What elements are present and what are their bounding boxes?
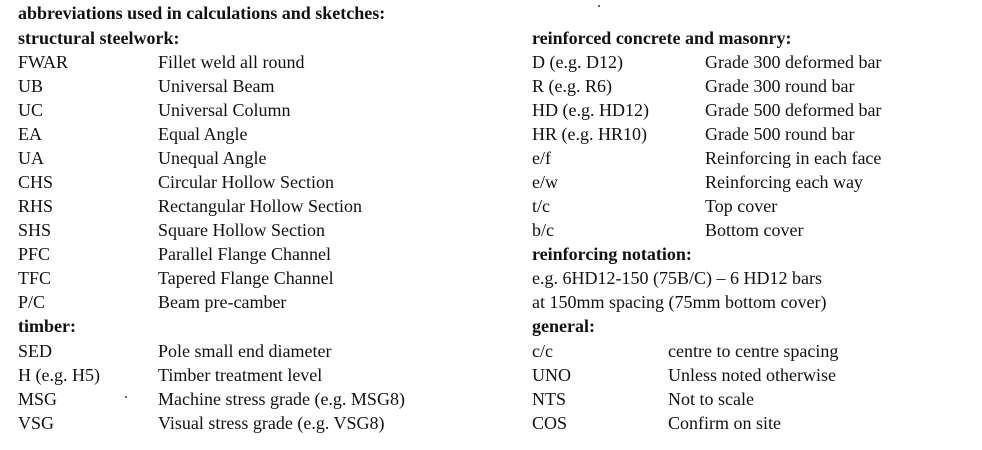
steel-desc: Beam pre-camber [158, 292, 287, 312]
steel-abbr: CHS [18, 172, 54, 192]
general-desc: Not to scale [668, 389, 754, 409]
steel-desc: Universal Column [158, 100, 291, 120]
steel-abbr: FWAR [18, 52, 69, 72]
steel-abbr: UA [18, 148, 44, 168]
steel-desc: Universal Beam [158, 76, 275, 96]
general-desc: Confirm on site [668, 413, 781, 433]
concrete-desc: Grade 500 round bar [705, 124, 855, 144]
concrete-abbr: R (e.g. R6) [532, 76, 612, 96]
scan-speck [125, 396, 127, 398]
steel-desc: Square Hollow Section [158, 220, 325, 240]
timber-desc: Machine stress grade (e.g. MSG8) [158, 389, 405, 409]
general-abbr: UNO [532, 365, 571, 385]
steel-desc: Tapered Flange Channel [158, 268, 334, 288]
general-abbr: c/c [532, 341, 553, 361]
steel-abbr: EA [18, 124, 42, 144]
steel-desc: Equal Angle [158, 124, 248, 144]
section-heading-reinforced-concrete: reinforced concrete and masonry: [532, 28, 792, 48]
timber-abbr: SED [18, 341, 53, 361]
concrete-desc: Grade 300 round bar [705, 76, 855, 96]
steel-abbr: RHS [18, 196, 54, 216]
general-desc: centre to centre spacing [668, 341, 839, 361]
concrete-abbr: HD (e.g. HD12) [532, 100, 649, 120]
concrete-abbr: e/f [532, 148, 551, 168]
general-abbr: NTS [532, 389, 567, 409]
steel-desc: Unequal Angle [158, 148, 267, 168]
section-heading-general: general: [532, 316, 595, 336]
concrete-abbr: t/c [532, 196, 550, 216]
concrete-desc: Bottom cover [705, 220, 804, 240]
steel-desc: Fillet weld all round [158, 52, 305, 72]
section-heading-timber: timber: [18, 316, 76, 336]
timber-desc: Pole small end diameter [158, 341, 332, 361]
general-abbr: COS [532, 413, 568, 433]
steel-abbr: UB [18, 76, 44, 96]
concrete-abbr: D (e.g. D12) [532, 52, 623, 72]
concrete-desc: Grade 300 deformed bar [705, 52, 882, 72]
concrete-abbr: HR (e.g. HR10) [532, 124, 647, 144]
steel-abbr: PFC [18, 244, 51, 264]
scan-speck [598, 5, 600, 7]
general-desc: Unless noted otherwise [668, 365, 836, 385]
section-heading-reinforcing-notation: reinforcing notation: [532, 244, 692, 264]
steel-abbr: UC [18, 100, 44, 120]
concrete-desc: Grade 500 deformed bar [705, 100, 882, 120]
page-title: abbreviations used in calculations and s… [18, 3, 386, 23]
concrete-abbr: b/c [532, 220, 554, 240]
timber-abbr: MSG [18, 389, 58, 409]
steel-desc: Circular Hollow Section [158, 172, 334, 192]
timber-desc: Timber treatment level [158, 365, 323, 385]
steel-desc: Rectangular Hollow Section [158, 196, 362, 216]
concrete-desc: Reinforcing in each face [705, 148, 882, 168]
timber-desc: Visual stress grade (e.g. VSG8) [158, 413, 385, 433]
steel-desc: Parallel Flange Channel [158, 244, 331, 264]
notation-line: at 150mm spacing (75mm bottom cover) [532, 292, 827, 312]
steel-abbr: P/C [18, 292, 46, 312]
concrete-desc: Reinforcing each way [705, 172, 863, 192]
concrete-abbr: e/w [532, 172, 558, 192]
steel-abbr: TFC [18, 268, 52, 288]
notation-line: e.g. 6HD12-150 (75B/C) – 6 HD12 bars [532, 268, 822, 288]
timber-abbr: H (e.g. H5) [18, 365, 100, 385]
concrete-desc: Top cover [705, 196, 778, 216]
section-heading-structural-steelwork: structural steelwork: [18, 28, 180, 48]
timber-abbr: VSG [18, 413, 55, 433]
steel-abbr: SHS [18, 220, 52, 240]
